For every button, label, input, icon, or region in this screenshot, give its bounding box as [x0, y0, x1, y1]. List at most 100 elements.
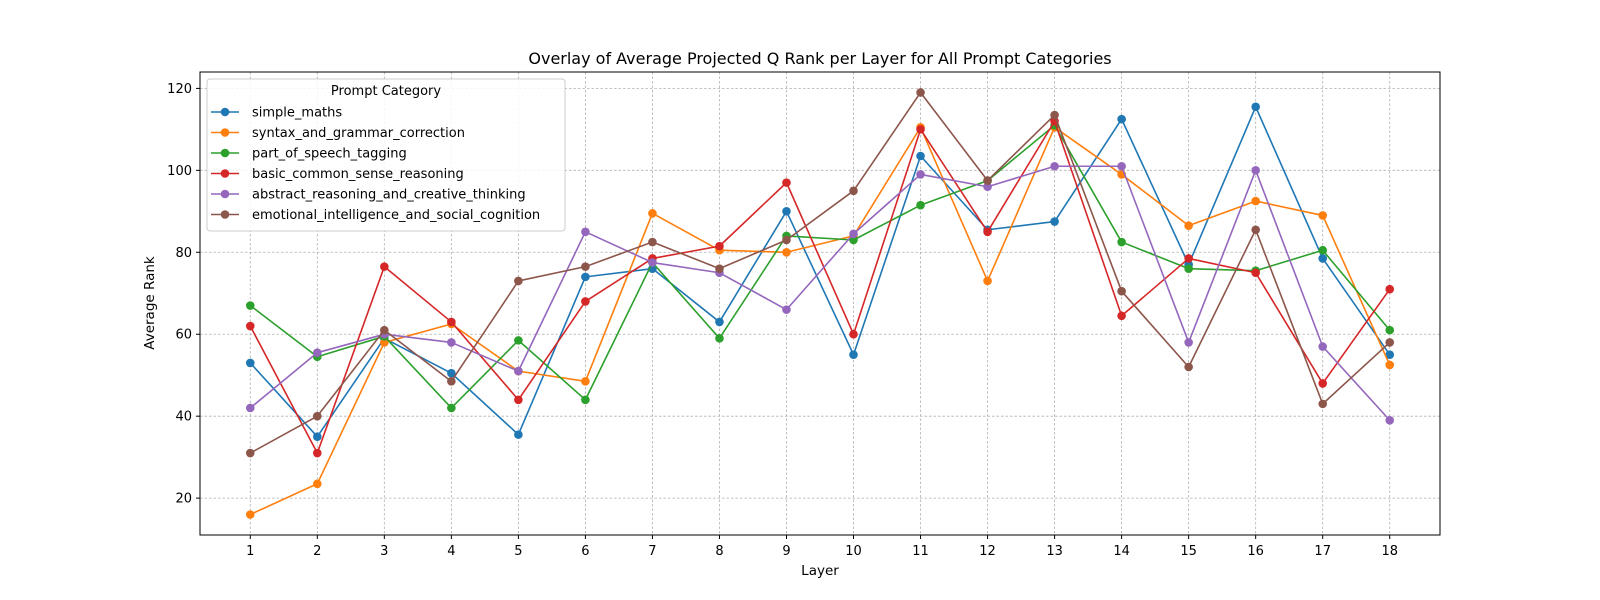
- data-point: [1385, 284, 1395, 294]
- legend-label: emotional_intelligence_and_social_cognit…: [252, 208, 540, 223]
- data-point: [1318, 254, 1328, 263]
- data-point: [312, 348, 322, 357]
- legend-label: simple_maths: [252, 106, 342, 121]
- data-point: [312, 411, 322, 421]
- legend-entry: basic_common_sense_reasoning: [211, 167, 464, 182]
- data-point: [1117, 286, 1126, 296]
- x-tick-label: 10: [845, 544, 862, 559]
- data-point: [245, 301, 255, 310]
- data-point: [581, 377, 590, 386]
- y-tick-label: 60: [175, 328, 192, 343]
- legend: Prompt Category simple_maths syntax_and_g…: [206, 78, 566, 232]
- data-point: [581, 395, 590, 405]
- x-tick-label: 7: [648, 544, 656, 559]
- chart-title: Overlay of Average Projected Q Rank per …: [528, 49, 1111, 68]
- legend-label: part_of_speech_tagging: [252, 147, 407, 162]
- x-tick-label: 5: [514, 544, 522, 559]
- legend-entries: simple_maths syntax_and_grammar_correctio…: [211, 106, 540, 223]
- data-point: [1318, 399, 1328, 409]
- data-point: [782, 178, 791, 187]
- x-tick-label: 13: [1046, 544, 1063, 559]
- y-axis-ticks: 20 40 60 80 100 120: [167, 82, 200, 507]
- data-point: [916, 88, 925, 97]
- data-point: [581, 262, 590, 271]
- data-point: [312, 448, 322, 458]
- x-tick-label: 2: [313, 544, 321, 559]
- series-syntax_and_grammar_correction: [245, 123, 1395, 519]
- plot-area-frame: [199, 71, 1441, 536]
- legend-title: Prompt Category: [331, 84, 441, 99]
- data-point: [1184, 362, 1193, 372]
- data-point: [1251, 102, 1260, 112]
- data-point: [1251, 268, 1260, 278]
- series-group: [245, 88, 1395, 519]
- data-point: [447, 338, 456, 347]
- series-line: [249, 91, 1391, 454]
- data-point: [916, 200, 925, 210]
- data-point: [849, 329, 858, 339]
- legend-frame: [206, 78, 566, 232]
- legend-entry: simple_maths: [211, 106, 342, 121]
- x-tick-label: 15: [1180, 544, 1197, 559]
- series-basic_common_sense_reasoning: [245, 116, 1395, 458]
- data-point: [1251, 196, 1260, 206]
- data-point: [514, 276, 523, 286]
- legend-swatch-marker: [220, 189, 230, 199]
- data-point: [514, 336, 523, 345]
- data-point: [380, 338, 389, 347]
- data-point: [380, 262, 389, 271]
- legend-swatch-marker: [220, 148, 230, 158]
- y-tick-label: 80: [175, 246, 192, 261]
- data-point: [245, 321, 255, 331]
- y-tick-label: 120: [167, 82, 192, 97]
- data-point: [849, 186, 858, 196]
- data-point: [245, 358, 255, 368]
- data-point: [514, 366, 523, 376]
- legend-entry: part_of_speech_tagging: [211, 147, 407, 162]
- x-tick-label: 6: [581, 544, 589, 559]
- data-point: [1117, 161, 1126, 171]
- x-axis-label: Layer: [801, 563, 839, 579]
- x-tick-label: 12: [979, 544, 996, 559]
- data-point: [1117, 114, 1126, 124]
- series-line: [249, 126, 1391, 516]
- data-point: [581, 272, 590, 282]
- data-point: [1251, 225, 1260, 235]
- legend-entry: abstract_reasoning_and_creative_thinking: [211, 188, 526, 203]
- data-point: [245, 510, 255, 519]
- data-point: [447, 377, 456, 386]
- x-axis-ticks: 1 2 3 4 5 6 7 8 9 10 11 12 13 14 15 16 17 18: [246, 535, 1398, 559]
- data-point: [1385, 360, 1395, 370]
- data-point: [849, 350, 858, 360]
- series-simple_maths: [245, 102, 1395, 441]
- legend-label: basic_common_sense_reasoning: [252, 167, 464, 182]
- data-point: [312, 479, 322, 489]
- data-point: [1385, 325, 1395, 335]
- legend-swatch-marker: [220, 210, 230, 219]
- data-point: [916, 151, 925, 161]
- data-point: [1050, 217, 1059, 226]
- data-point: [1318, 342, 1328, 351]
- legend-swatch-marker: [220, 169, 230, 178]
- data-point: [715, 241, 724, 251]
- data-point: [715, 334, 724, 343]
- data-point: [1251, 166, 1260, 175]
- data-point: [312, 432, 322, 441]
- data-point: [983, 176, 992, 185]
- data-point: [1117, 237, 1126, 247]
- series-line: [249, 106, 1391, 438]
- data-point: [514, 430, 523, 439]
- data-point: [715, 264, 724, 273]
- data-point: [916, 170, 925, 179]
- data-point: [1117, 311, 1126, 321]
- legend-swatch-marker: [220, 128, 230, 137]
- x-tick-label: 3: [380, 544, 388, 559]
- data-point: [1385, 350, 1395, 360]
- data-point: [1385, 415, 1395, 425]
- x-tick-label: 18: [1381, 544, 1398, 559]
- series-line: [249, 165, 1391, 421]
- data-point: [782, 207, 791, 216]
- data-point: [1050, 161, 1059, 171]
- y-tick-label: 100: [167, 164, 192, 179]
